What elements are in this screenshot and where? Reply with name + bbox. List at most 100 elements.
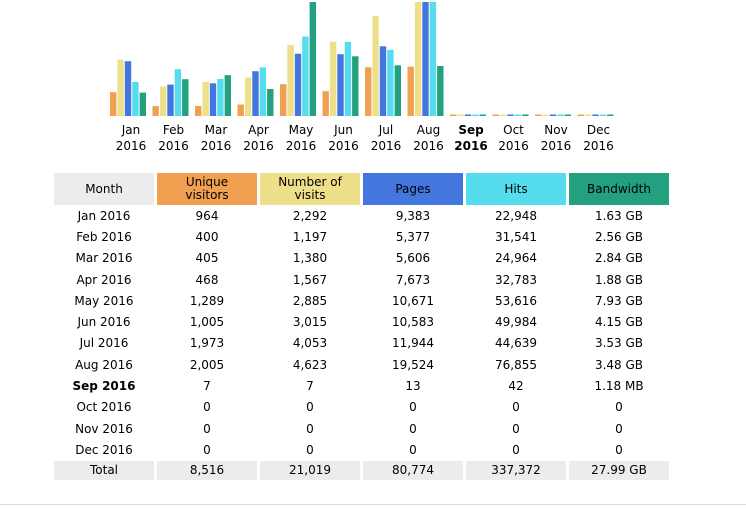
cell-visitors: 964 [195,208,219,223]
bar-bandwidth-dec-2016 [607,114,614,116]
table-row: Jan 2016 964 2,292 9,383 22,948 1.63 GB [54,205,669,226]
bar-hits-jan-2016 [132,82,139,116]
cell-bandwidth: 2.56 GB [594,229,644,244]
bar-bandwidth-mar-2016 [224,75,231,116]
bar-visitors-jan-2016 [110,92,117,116]
x-label-month: Aug [417,123,440,137]
cell-month: Feb 2016 [76,229,132,244]
bar-pages-jul-2016 [379,46,387,116]
cell-bandwidth: 0 [615,421,623,436]
cell-visits: 3,015 [292,315,328,330]
bar-visits-mar-2016 [202,82,209,116]
header-bandwidth: Bandwidth [569,173,669,205]
x-label-year: 2016 [498,139,529,153]
table-row: Jun 2016 1,005 3,015 10,583 49,984 4.15 GB [54,311,669,332]
bar-pages-nov-2016 [549,114,557,116]
cell-month: May 2016 [74,293,134,308]
x-label-month: Feb [163,123,184,137]
header-unique-visitors: Unique visitors [157,173,257,205]
table-row: Mar 2016 405 1,380 5,606 24,964 2.84 GB [54,248,669,269]
header-month: Month [54,173,154,205]
x-label-month: Jan [121,123,141,137]
bar-pages-dec-2016 [592,114,599,116]
table-row: Apr 2016 468 1,567 7,673 32,783 1.88 GB [54,269,669,290]
table-body: Jan 2016 964 2,292 9,383 22,948 1.63 GB Feb 20… [54,205,669,461]
bar-pages-aug-2016 [422,2,429,116]
bar-bandwidth-sep-2016 [479,114,486,116]
bar-visitors-oct-2016 [492,114,499,116]
x-label-year: 2016 [541,139,572,153]
cell-visitors: 400 [195,229,219,244]
bar-visitors-dec-2016 [577,114,584,116]
cell-hits: 22,948 [495,208,537,223]
x-label-year: 2016 [286,139,317,153]
bar-visits-jan-2016 [117,59,124,116]
bar-hits-jun-2016 [344,41,352,116]
x-label-year: 2016 [583,139,614,153]
cell-visitors: 1,973 [189,336,225,351]
cell-hits: 49,984 [495,315,537,330]
cell-month: Jan 2016 [77,208,131,223]
cell-pages: 9,383 [395,208,431,223]
cell-bandwidth: 3.48 GB [594,357,644,372]
x-label-year: 2016 [116,139,147,153]
table-row: Jul 2016 1,973 4,053 11,944 44,639 3.53 GB [54,333,669,354]
bar-bandwidth-jul-2016 [394,65,401,116]
cell-bandwidth: 3.53 GB [594,336,644,351]
cell-month: Nov 2016 [75,421,133,436]
table-row: May 2016 1,289 2,885 10,671 53,616 7.93 GB [54,290,669,311]
x-label-month: Nov [544,123,567,137]
cell-bandwidth: 1.88 GB [594,272,644,287]
x-label-month: Jul [378,123,393,137]
bar-visits-sep-2016 [457,114,464,116]
cell-visitors: 1,005 [189,315,225,330]
cell-visits: 0 [306,442,314,457]
x-label-year: 2016 [328,139,359,153]
cell-pages: 11,944 [392,336,434,351]
bar-visitors-sep-2016 [450,114,457,116]
cell-visitors: 468 [195,272,219,287]
cell-visits: 1,197 [292,229,328,244]
cell-bandwidth: 1.63 GB [594,208,644,223]
bar-visits-may-2016 [287,44,294,116]
cell-visits: 4,053 [292,336,328,351]
bar-hits-oct-2016 [514,114,522,116]
bar-bandwidth-jan-2016 [139,92,146,116]
cell-hits: 0 [512,442,520,457]
x-label-year: 2016 [201,139,232,153]
cell-pages: 5,606 [395,251,431,266]
cell-visits: 4,623 [292,357,328,372]
total-visits: 21,019 [260,460,360,480]
bar-hits-may-2016 [302,36,309,116]
cell-visitors: 7 [203,379,211,394]
cell-bandwidth: 2.84 GB [594,251,644,266]
bar-visitors-mar-2016 [195,106,202,116]
x-label-year: 2016 [371,139,402,153]
cell-month: Sep 2016 [72,379,136,394]
cell-bandwidth: 1.18 MB [594,379,644,394]
bar-bandwidth-may-2016 [309,2,316,116]
cell-pages: 7,673 [395,272,431,287]
bar-hits-aug-2016 [429,2,437,116]
cell-hits: 32,783 [495,272,537,287]
bar-visitors-aug-2016 [407,66,414,116]
cell-visitors: 0 [203,421,211,436]
total-bandwidth: 27.99 GB [569,460,669,480]
bar-hits-nov-2016 [557,114,564,116]
bar-hits-mar-2016 [217,79,224,116]
table-row: Oct 2016 0 0 0 0 0 [54,397,669,418]
cell-pages: 0 [409,400,417,415]
total-label: Total [54,460,154,480]
header-pages: Pages [363,173,463,205]
x-label-year: 2016 [158,139,189,153]
monthly-stats-table: Month Unique visitors Number of visits Pag… [51,173,672,480]
cell-month: Apr 2016 [76,272,132,287]
total-pages: 80,774 [363,460,463,480]
cell-visits: 0 [306,421,314,436]
total-visitors: 8,516 [157,460,257,480]
cell-hits: 24,964 [495,251,537,266]
bar-visits-nov-2016 [542,114,549,116]
cell-visits: 7 [306,379,314,394]
bar-pages-jun-2016 [337,54,344,116]
table-row: Sep 2016 7 7 13 42 1.18 MB [54,375,669,396]
